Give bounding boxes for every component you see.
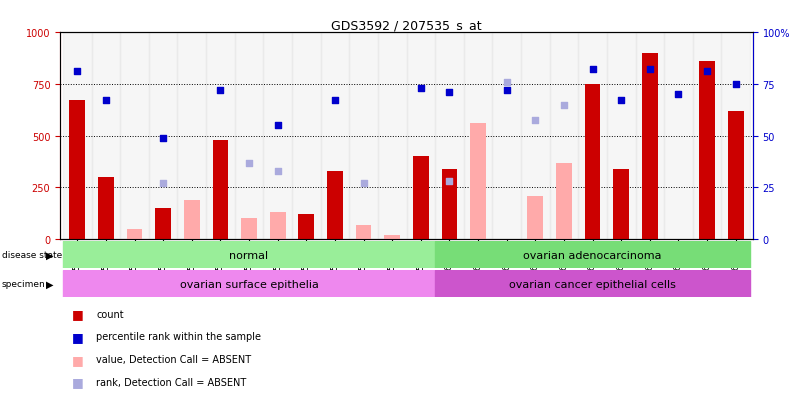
Bar xyxy=(549,33,578,240)
Bar xyxy=(63,271,435,297)
Bar xyxy=(320,33,349,240)
Text: ■: ■ xyxy=(72,330,84,343)
Bar xyxy=(521,33,549,240)
Bar xyxy=(556,163,572,240)
Bar xyxy=(241,219,257,240)
Point xyxy=(157,180,170,187)
Bar xyxy=(699,62,715,240)
Bar xyxy=(63,242,435,268)
Bar xyxy=(384,235,400,240)
Text: value, Detection Call = ABSENT: value, Detection Call = ABSENT xyxy=(96,354,252,364)
Point xyxy=(701,69,714,76)
Bar xyxy=(178,33,206,240)
Bar xyxy=(585,85,601,240)
Bar xyxy=(98,178,114,240)
Point xyxy=(615,98,628,104)
Text: ▶: ▶ xyxy=(46,250,53,260)
Bar xyxy=(155,209,171,240)
Bar xyxy=(264,33,292,240)
Bar xyxy=(642,54,658,240)
Bar xyxy=(378,33,406,240)
Bar xyxy=(435,271,750,297)
Text: ■: ■ xyxy=(72,353,84,366)
Bar xyxy=(493,33,521,240)
Bar xyxy=(635,33,664,240)
Bar xyxy=(349,33,378,240)
Bar xyxy=(728,112,743,240)
Bar xyxy=(693,33,722,240)
Bar xyxy=(292,33,320,240)
Bar xyxy=(212,140,228,240)
Text: ovarian surface epithelia: ovarian surface epithelia xyxy=(179,279,319,289)
Text: ▶: ▶ xyxy=(46,279,53,289)
Point xyxy=(272,168,284,175)
Bar xyxy=(70,101,85,240)
Point xyxy=(586,67,599,74)
Point xyxy=(357,180,370,187)
Point xyxy=(272,123,284,129)
Point xyxy=(730,81,743,88)
Point xyxy=(501,88,513,94)
Bar xyxy=(120,33,149,240)
Point xyxy=(328,98,341,104)
Point xyxy=(157,135,170,142)
Bar xyxy=(356,225,372,240)
Point xyxy=(672,92,685,98)
Bar xyxy=(528,196,543,240)
Text: ovarian cancer epithelial cells: ovarian cancer epithelial cells xyxy=(509,279,676,289)
Bar xyxy=(464,33,493,240)
Text: ■: ■ xyxy=(72,307,84,320)
Text: disease state: disease state xyxy=(2,251,62,259)
Bar xyxy=(406,33,435,240)
Text: rank, Detection Call = ABSENT: rank, Detection Call = ABSENT xyxy=(96,377,247,387)
Bar xyxy=(435,33,464,240)
Bar xyxy=(127,229,143,240)
Bar xyxy=(470,124,486,240)
Point xyxy=(243,160,256,166)
Text: percentile rank within the sample: percentile rank within the sample xyxy=(96,332,261,342)
Point xyxy=(214,88,227,94)
Point xyxy=(501,79,513,86)
Bar xyxy=(206,33,235,240)
Bar xyxy=(184,200,199,240)
Bar xyxy=(149,33,178,240)
Bar xyxy=(270,213,285,240)
Point xyxy=(414,85,427,92)
Text: specimen: specimen xyxy=(2,280,46,288)
Text: normal: normal xyxy=(229,250,268,260)
Bar xyxy=(63,33,91,240)
Bar xyxy=(722,33,750,240)
Title: GDS3592 / 207535_s_at: GDS3592 / 207535_s_at xyxy=(331,19,482,32)
Text: ovarian adenocarcinoma: ovarian adenocarcinoma xyxy=(523,250,662,260)
Point xyxy=(529,117,541,124)
Bar xyxy=(614,169,629,240)
Point xyxy=(557,102,570,109)
Point xyxy=(643,67,656,74)
Bar xyxy=(435,242,750,268)
Bar xyxy=(327,171,343,240)
Bar xyxy=(664,33,693,240)
Bar xyxy=(91,33,120,240)
Bar xyxy=(413,157,429,240)
Bar xyxy=(299,215,314,240)
Text: ■: ■ xyxy=(72,375,84,389)
Bar xyxy=(235,33,264,240)
Point xyxy=(70,69,83,76)
Point xyxy=(443,90,456,96)
Point xyxy=(99,98,112,104)
Text: count: count xyxy=(96,309,123,319)
Bar xyxy=(578,33,607,240)
Bar xyxy=(607,33,635,240)
Point xyxy=(443,178,456,185)
Bar xyxy=(441,169,457,240)
